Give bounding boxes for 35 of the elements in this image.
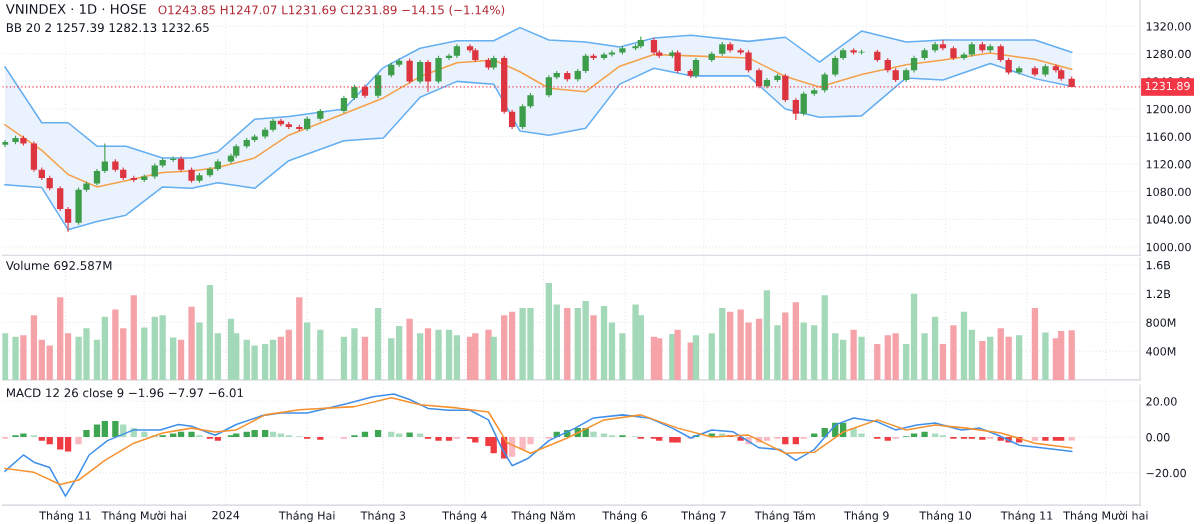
x-tick-label: Tháng Hai: [278, 510, 335, 522]
y-tick-label: 1160.00: [1146, 132, 1191, 141]
x-tick-label: Tháng 7: [681, 510, 726, 522]
x-tick-label: 2024: [212, 510, 240, 520]
x-tick-label: Tháng 11: [39, 510, 91, 522]
y-tick-label: 1000.00: [1146, 242, 1191, 252]
annotation: Volume 692.587M: [5, 260, 112, 270]
y-tick-label: 1280.00: [1146, 49, 1191, 59]
x-tick-label: Tháng 4: [442, 510, 487, 522]
y-tick-label: 0.00: [1146, 433, 1170, 442]
y-tick-label: 1200.00: [1146, 104, 1191, 114]
y-tick-label: 1.6B: [1146, 260, 1171, 270]
x-tick-label: Tháng Năm: [511, 510, 575, 522]
x-tick-label: Tháng 3: [360, 510, 406, 522]
x-tick-label: Tháng Mười hai: [1063, 510, 1148, 522]
y-tick-label: 1120.00: [1146, 160, 1191, 169]
y-tick-label: 1040.00: [1146, 215, 1191, 224]
x-tick-label: Tháng 9: [844, 510, 889, 522]
ref-line-label: 1231.89: [1145, 81, 1190, 91]
y-tick-label: 1320.00: [1146, 22, 1191, 31]
x-tick-label: Tháng 10: [919, 510, 972, 522]
annotation: MACD 12 26 close 9 −1.96 −7.97 −6.01: [6, 388, 243, 398]
y-tick-label: 400M: [1146, 347, 1176, 356]
y-tick-label: 1080.00: [1146, 187, 1191, 197]
y-tick-label: −20.00: [1146, 468, 1186, 478]
chart-title: VNINDEX · 1D · HOSE: [5, 4, 146, 15]
y-tick-label: 1.2B: [1146, 289, 1171, 298]
x-tick-label: Tháng 11: [1000, 510, 1053, 522]
x-tick-label: Tháng Mười hai: [101, 510, 186, 522]
x-tick-label: Tháng 6: [602, 510, 648, 522]
annotation: O1243.85 H1247.07 L1231.69 C1231.89 −14.15 (−1.14%): [158, 5, 505, 16]
y-tick-label: 800M: [1146, 318, 1176, 327]
y-tick-label: 20.00: [1146, 397, 1177, 406]
x-tick-label: Tháng Tám: [754, 510, 815, 522]
annotation: BB 20 2 1257.39 1282.13 1232.65: [6, 23, 209, 33]
